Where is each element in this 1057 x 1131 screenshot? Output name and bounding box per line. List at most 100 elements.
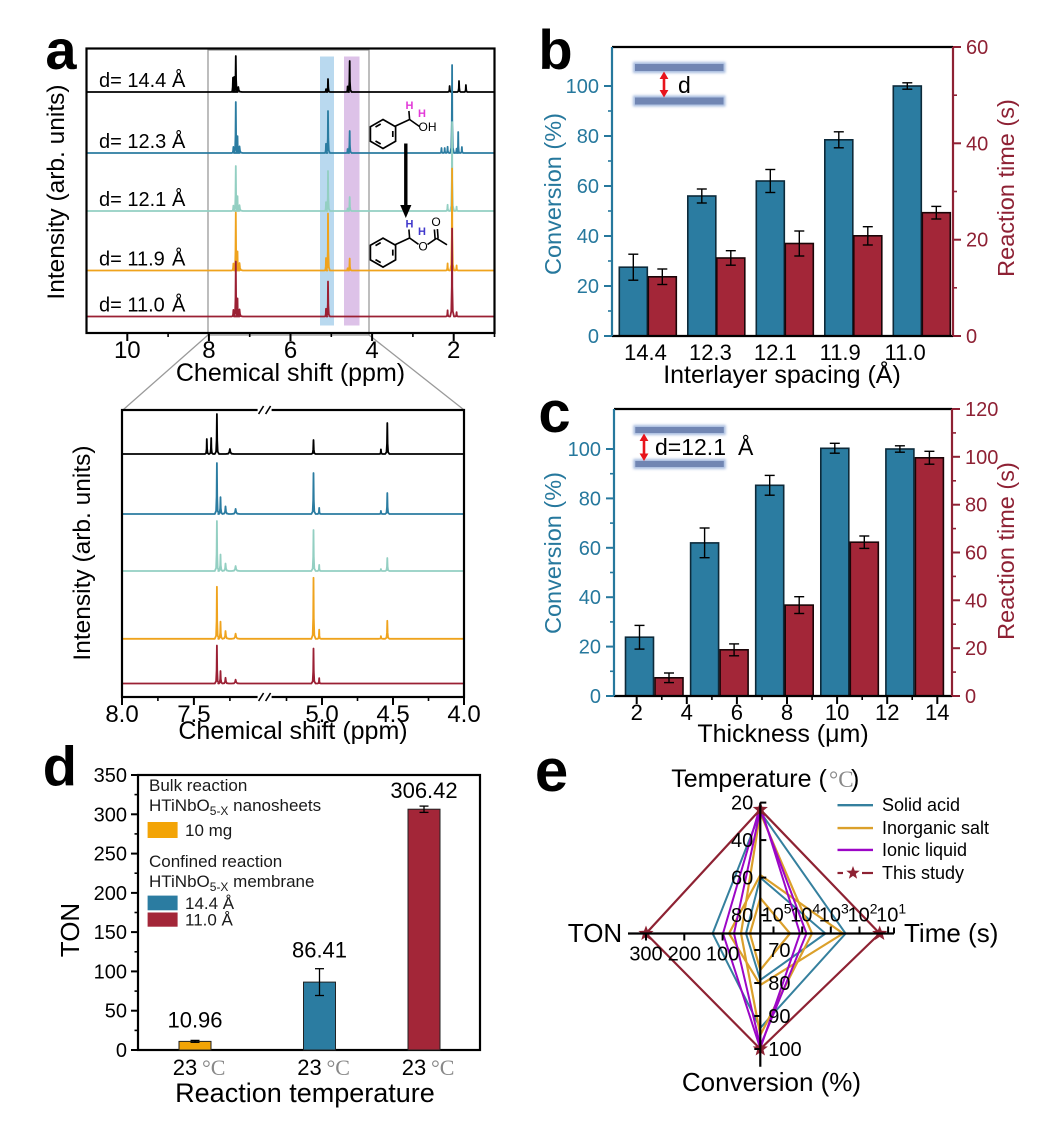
svg-text:101: 101 bbox=[876, 901, 906, 927]
svg-text:80: 80 bbox=[579, 488, 601, 510]
svg-text:e: e bbox=[535, 737, 568, 804]
svg-text:O: O bbox=[418, 240, 427, 254]
svg-text:40: 40 bbox=[579, 587, 601, 609]
svg-text:102: 102 bbox=[848, 901, 878, 927]
svg-text:Å: Å bbox=[172, 188, 186, 211]
svg-text:120: 120 bbox=[965, 399, 998, 421]
svg-text:300: 300 bbox=[94, 804, 127, 826]
svg-text:0: 0 bbox=[590, 686, 601, 708]
svg-text:°C: °C bbox=[327, 1055, 350, 1080]
svg-text:40: 40 bbox=[731, 830, 753, 852]
svg-text:Temperature (: Temperature ( bbox=[671, 765, 827, 793]
svg-text:Å: Å bbox=[172, 294, 186, 317]
svg-text:d= 12.3: d= 12.3 bbox=[99, 131, 166, 153]
svg-text:150: 150 bbox=[94, 922, 127, 944]
svg-text:40: 40 bbox=[577, 226, 599, 248]
svg-text:60: 60 bbox=[577, 176, 599, 198]
svg-text:14: 14 bbox=[925, 700, 949, 725]
svg-text:40: 40 bbox=[965, 590, 987, 612]
svg-text:Å: Å bbox=[172, 130, 186, 153]
svg-text:200: 200 bbox=[94, 883, 127, 905]
svg-text:7.5: 7.5 bbox=[177, 701, 210, 728]
svg-text:Conversion (%): Conversion (%) bbox=[540, 472, 566, 634]
svg-text:): ) bbox=[851, 765, 859, 793]
svg-text:50: 50 bbox=[105, 1001, 127, 1023]
svg-text:60: 60 bbox=[965, 543, 987, 565]
svg-text:200: 200 bbox=[668, 944, 701, 966]
svg-text:d= 12.1: d= 12.1 bbox=[99, 189, 166, 211]
svg-text:4.0: 4.0 bbox=[447, 701, 480, 728]
svg-text:c: c bbox=[538, 380, 570, 445]
svg-text:0: 0 bbox=[116, 1040, 127, 1062]
svg-text:20: 20 bbox=[731, 793, 753, 815]
svg-text:8: 8 bbox=[202, 337, 215, 364]
svg-text:23: 23 bbox=[297, 1055, 321, 1080]
svg-text:14.4 Å: 14.4 Å bbox=[185, 894, 235, 913]
svg-text:Ionic liquid: Ionic liquid bbox=[882, 840, 967, 860]
svg-text:40: 40 bbox=[966, 133, 988, 155]
svg-text:d= 11.0: d= 11.0 bbox=[99, 295, 165, 317]
svg-text:This study: This study bbox=[882, 863, 964, 883]
svg-text:0: 0 bbox=[966, 326, 977, 348]
svg-text:12.1: 12.1 bbox=[754, 340, 797, 365]
svg-text:20: 20 bbox=[579, 637, 601, 659]
svg-text:H: H bbox=[406, 100, 414, 112]
svg-text:Chemical shift (ppm): Chemical shift (ppm) bbox=[176, 359, 405, 387]
svg-text:Interlayer spacing (Å): Interlayer spacing (Å) bbox=[663, 359, 901, 389]
svg-text:Conversion (%): Conversion (%) bbox=[540, 113, 566, 275]
svg-text:Reaction time (s): Reaction time (s) bbox=[993, 462, 1019, 640]
svg-text:0: 0 bbox=[588, 326, 599, 348]
svg-text:100: 100 bbox=[706, 944, 739, 966]
svg-text:11.0 Å: 11.0 Å bbox=[185, 911, 234, 930]
svg-text:OH: OH bbox=[419, 120, 437, 134]
svg-text:d: d bbox=[43, 735, 77, 798]
svg-text:8.0: 8.0 bbox=[105, 701, 138, 728]
svg-text:86.41: 86.41 bbox=[292, 938, 347, 963]
svg-text:°C: °C bbox=[202, 1055, 225, 1080]
svg-text:80: 80 bbox=[768, 973, 790, 995]
svg-text:10 mg: 10 mg bbox=[185, 821, 232, 840]
svg-text:Time (s): Time (s) bbox=[904, 918, 998, 948]
svg-text:6: 6 bbox=[284, 337, 297, 364]
svg-text:12: 12 bbox=[875, 700, 899, 725]
svg-text:80: 80 bbox=[577, 126, 599, 148]
svg-text:4: 4 bbox=[365, 337, 378, 364]
svg-text:a: a bbox=[45, 18, 77, 81]
svg-text:100: 100 bbox=[94, 961, 127, 983]
svg-text:14.4: 14.4 bbox=[624, 340, 667, 365]
svg-text:12.3: 12.3 bbox=[689, 340, 732, 365]
svg-text:100: 100 bbox=[568, 439, 601, 461]
svg-text:b: b bbox=[538, 18, 572, 81]
svg-text:Bulk reaction: Bulk reaction bbox=[149, 776, 247, 795]
svg-text:Reaction temperature: Reaction temperature bbox=[175, 1078, 435, 1108]
svg-text:10: 10 bbox=[825, 700, 849, 725]
svg-text:104: 104 bbox=[790, 901, 820, 927]
svg-text:11.9: 11.9 bbox=[820, 340, 861, 365]
svg-text:90: 90 bbox=[768, 1006, 790, 1028]
svg-text:Å: Å bbox=[738, 433, 754, 460]
svg-text:11.0: 11.0 bbox=[885, 340, 926, 365]
svg-text:20: 20 bbox=[965, 638, 987, 660]
svg-text:306.42: 306.42 bbox=[390, 778, 457, 803]
svg-text:Chemical shift (ppm): Chemical shift (ppm) bbox=[178, 717, 407, 745]
svg-text:H: H bbox=[418, 226, 426, 238]
svg-text:d: d bbox=[678, 72, 691, 98]
svg-text:HTiNbO5-X nanosheets: HTiNbO5-X nanosheets bbox=[149, 796, 321, 818]
svg-text:80: 80 bbox=[731, 905, 753, 927]
svg-text:100: 100 bbox=[965, 447, 998, 469]
svg-text:Confined reaction: Confined reaction bbox=[149, 852, 282, 871]
svg-text:Reaction time (s): Reaction time (s) bbox=[993, 99, 1019, 277]
svg-text:Solid acid: Solid acid bbox=[882, 795, 960, 815]
svg-text:4: 4 bbox=[681, 700, 693, 725]
svg-text:Conversion (%): Conversion (%) bbox=[682, 1067, 861, 1097]
svg-text:23: 23 bbox=[173, 1055, 197, 1080]
svg-text:TON: TON bbox=[568, 918, 622, 948]
svg-text:°C: °C bbox=[829, 767, 854, 792]
svg-text:10.96: 10.96 bbox=[167, 1007, 222, 1032]
svg-text:d= 14.4: d= 14.4 bbox=[99, 70, 166, 92]
svg-text:5.0: 5.0 bbox=[305, 701, 338, 728]
svg-text:60: 60 bbox=[966, 37, 988, 59]
svg-text:80: 80 bbox=[965, 495, 987, 517]
svg-text:105: 105 bbox=[762, 901, 792, 927]
svg-text:O: O bbox=[431, 215, 440, 229]
